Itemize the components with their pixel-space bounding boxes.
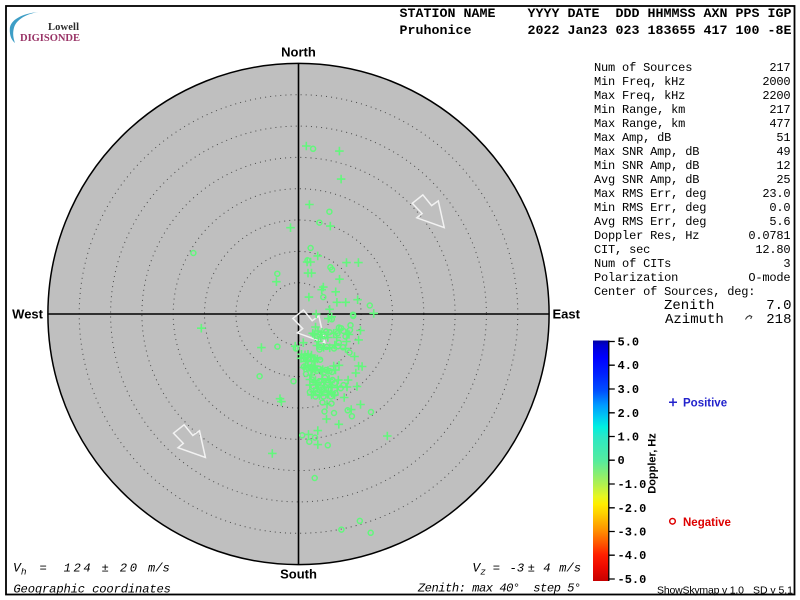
svg-text:-4.0: -4.0 [618, 549, 647, 563]
svg-text:ShowSkymap v 1.0: ShowSkymap v 1.0 [657, 585, 744, 597]
svg-text:SD v 5.1: SD v 5.1 [753, 585, 793, 597]
svg-text:Geographic coordinates: Geographic coordinates [13, 583, 171, 597]
svg-text:Max SNR Amp, dB 49: Max SNR Amp, dB 49 [594, 145, 791, 159]
svg-text:North: North [281, 45, 316, 60]
svg-text:Pruhonice 2022 Jan23 023: Pruhonice 2022 Jan23 023 183655 417 100 … [400, 23, 792, 38]
svg-text:3.0: 3.0 [618, 383, 640, 397]
svg-text:Polarization O-mode: Polarization O-mode [594, 271, 791, 285]
svg-text:Zenith: Zenith [664, 298, 714, 314]
svg-text:Max Freq, kHz 2200: Max Freq, kHz 2200 [594, 89, 791, 103]
svg-text:-5.0: -5.0 [618, 573, 647, 587]
svg-text:DIGISONDE: DIGISONDE [20, 33, 80, 44]
svg-text:Negative: Negative [683, 517, 731, 529]
svg-text:Min RMS Err, deg 0.0: Min RMS Err, deg 0.0 [594, 201, 791, 215]
svg-text:Avg RMS Err, deg 5.6: Avg RMS Err, deg 5.6 [594, 215, 791, 229]
svg-text:-3.0: -3.0 [618, 526, 647, 540]
svg-text:0: 0 [618, 454, 625, 468]
svg-text:2.0: 2.0 [618, 407, 640, 421]
svg-text:Vh=124±20m/s: Vh = 124 ±20 m/s [13, 561, 170, 578]
svg-text:Center of Sources, deg:: Center of Sources, deg: [594, 285, 756, 299]
svg-text:218: 218 [766, 312, 791, 328]
svg-text:Max Range, km 477: Max Range, km 477 [594, 117, 791, 131]
svg-text:Min SNR Amp, dB 12: Min SNR Amp, dB 12 [594, 159, 791, 173]
svg-text:5.0: 5.0 [618, 336, 640, 350]
svg-text:West: West [12, 307, 43, 322]
svg-text:-2.0: -2.0 [618, 502, 647, 516]
svg-text:-1.0: -1.0 [618, 478, 647, 492]
svg-text:Min Freq, kHz 2000: Min Freq, kHz 2000 [594, 75, 791, 89]
svg-text:4.0: 4.0 [618, 359, 640, 373]
svg-text:Max Amp, dB 51: Max Amp, dB 51 [594, 131, 791, 145]
svg-text:1.0: 1.0 [618, 431, 640, 445]
svg-text:Doppler Res, Hz 0.0781: Doppler Res, Hz 0.0781 [594, 229, 791, 243]
svg-text:Min Range, km 217: Min Range, km 217 [594, 103, 791, 117]
svg-text:East: East [553, 307, 581, 322]
svg-text:CIT, sec 12.80: CIT, sec 12.80 [594, 243, 791, 257]
svg-text:Lowell: Lowell [48, 22, 79, 33]
svg-text:7.0: 7.0 [766, 298, 791, 314]
svg-text:Positive: Positive [683, 398, 727, 410]
svg-text:STATION NAME YYYY DATE DDD: STATION NAME YYYY DATE DDD HHMMSS AXN PP… [400, 6, 792, 21]
svg-text:Avg SNR Amp, dB 25: Avg SNR Amp, dB 25 [594, 173, 791, 187]
svg-text:Num of Sources 217: Num of Sources 217 [594, 61, 791, 75]
svg-text:South: South [280, 567, 317, 582]
svg-text:Vz=-3±4m/s: Vz = -3 ±4 m/s [472, 561, 581, 578]
svg-text:Num of CITs 3: Num of CITs 3 [594, 257, 791, 271]
svg-text:Max RMS Err, deg 23.0: Max RMS Err, deg 23.0 [594, 187, 791, 201]
svg-text:Zenith: max 40° step 5°: Zenith: max 40° step 5° [417, 582, 581, 596]
svg-text:Doppler, Hz: Doppler, Hz [647, 433, 659, 494]
svg-text:Azimuth: Azimuth [665, 312, 724, 328]
